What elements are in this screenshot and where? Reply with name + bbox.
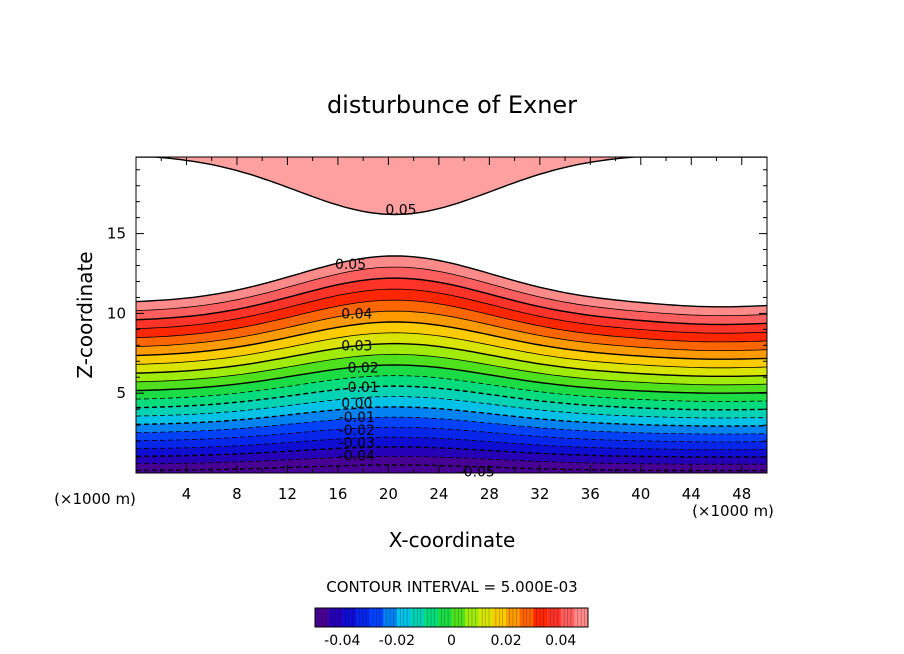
contour-line <box>136 436 767 450</box>
contour-line-upper <box>136 157 767 216</box>
contour-line <box>136 464 767 472</box>
contour-line <box>136 342 767 377</box>
x-axis: 4 8 12 16 20 24 28 32 36 40 44 48 <box>160 157 751 503</box>
colorbar-cell <box>396 608 411 627</box>
colorbar-tick-label: 0.04 <box>545 633 576 649</box>
contour-label: 0.02 <box>348 361 379 377</box>
x-unit-right: (×1000 m) <box>692 502 774 520</box>
colorbar-cell <box>478 608 493 627</box>
x-unit-left: (×1000 m) <box>54 490 136 508</box>
colorbar-tick-label: 0 <box>447 633 456 649</box>
x-tick-label: 44 <box>682 485 701 503</box>
colorbar-tick-label: -0.04 <box>324 633 360 649</box>
x-tick-label: 24 <box>429 485 448 503</box>
contour-label: 0.01 <box>348 380 379 396</box>
contour-line <box>136 310 767 351</box>
y-tick-label: 15 <box>107 225 126 243</box>
plot-frame <box>135 156 768 474</box>
contour-label: 0.03 <box>341 338 372 354</box>
contour-label: 0.04 <box>341 306 372 322</box>
colorbar-cell <box>492 608 507 627</box>
contour-label: 0.00 <box>341 396 372 412</box>
colorbar-cell <box>519 608 534 627</box>
contour-line <box>136 446 767 458</box>
colorbar-cell <box>451 608 466 627</box>
colorbar-cell <box>424 608 439 627</box>
contour-interval-label: CONTOUR INTERVAL = 5.000E-03 <box>326 578 577 596</box>
contour-label: -0.01 <box>339 410 375 426</box>
colorbar-cell <box>410 608 425 627</box>
colorbar <box>315 608 589 627</box>
contour-line <box>136 332 767 369</box>
y-axis: 5 10 15 <box>107 169 767 458</box>
contour-line <box>136 375 767 403</box>
x-tick-label: 20 <box>379 485 398 503</box>
x-tick-label: 4 <box>182 485 192 503</box>
contour-line <box>136 416 767 435</box>
contour-label: 0.05 <box>385 203 416 219</box>
contour-line-layer <box>136 157 767 472</box>
x-tick-label: 12 <box>278 485 297 503</box>
contour-line <box>136 299 767 343</box>
contour-line <box>136 426 767 443</box>
contour-line <box>136 277 767 326</box>
colorbar-tick-labels: -0.04 -0.02 0 0.02 0.04 <box>324 633 576 649</box>
contour-label: -0.05 <box>459 464 495 480</box>
contour-line <box>136 255 767 308</box>
colorbar-cell <box>465 608 480 627</box>
x-tick-label: 48 <box>732 485 751 503</box>
chart-title: disturbunce of Exner <box>327 91 577 119</box>
x-tick-label: 8 <box>232 485 242 503</box>
colorbar-cell <box>383 608 398 627</box>
x-axis-label: X-coordinate <box>389 528 516 552</box>
colorbar-cell <box>506 608 521 627</box>
colorbar-cell <box>355 608 370 627</box>
colorbar-tick-label: -0.02 <box>379 633 415 649</box>
y-tick-label: 10 <box>107 304 126 322</box>
contour-line <box>136 353 767 386</box>
contour-label: -0.04 <box>339 448 375 464</box>
y-tick-label: 5 <box>116 384 126 402</box>
colorbar-cell <box>560 608 575 627</box>
contour-line <box>136 266 767 317</box>
colorbar-cell <box>547 608 561 627</box>
contour-band-upper <box>136 157 767 215</box>
contour-line <box>136 456 767 465</box>
contour-label: -0.02 <box>339 423 375 439</box>
x-tick-label: 16 <box>328 485 347 503</box>
contour-band <box>136 456 767 473</box>
colorbar-frame <box>314 607 589 628</box>
colorbar-cell <box>574 608 589 627</box>
contour-line <box>136 406 767 427</box>
contour-line <box>136 385 767 411</box>
colorbar-tick-label: 0.02 <box>491 633 522 649</box>
colorbar-cell <box>342 608 357 627</box>
x-tick-label: 40 <box>631 485 650 503</box>
contour-line <box>136 288 767 334</box>
x-tick-label: 32 <box>530 485 549 503</box>
contour-line <box>136 396 767 419</box>
x-tick-label: 28 <box>480 485 499 503</box>
y-axis-label: Z-coordinate <box>73 251 97 378</box>
colorbar-cell <box>533 608 548 627</box>
colorbar-cell <box>369 608 384 627</box>
contour-label-layer: 0.050.050.040.030.020.010.00-0.01-0.02-0… <box>335 203 495 481</box>
contour-line <box>136 364 767 394</box>
colorbar-cell <box>328 608 343 627</box>
contour-line <box>136 321 767 360</box>
contour-label: 0.05 <box>335 257 366 273</box>
contour-label: -0.03 <box>339 436 375 452</box>
x-tick-label: 36 <box>581 485 600 503</box>
colorbar-cell <box>437 608 452 627</box>
colorbar-cell <box>315 608 329 627</box>
